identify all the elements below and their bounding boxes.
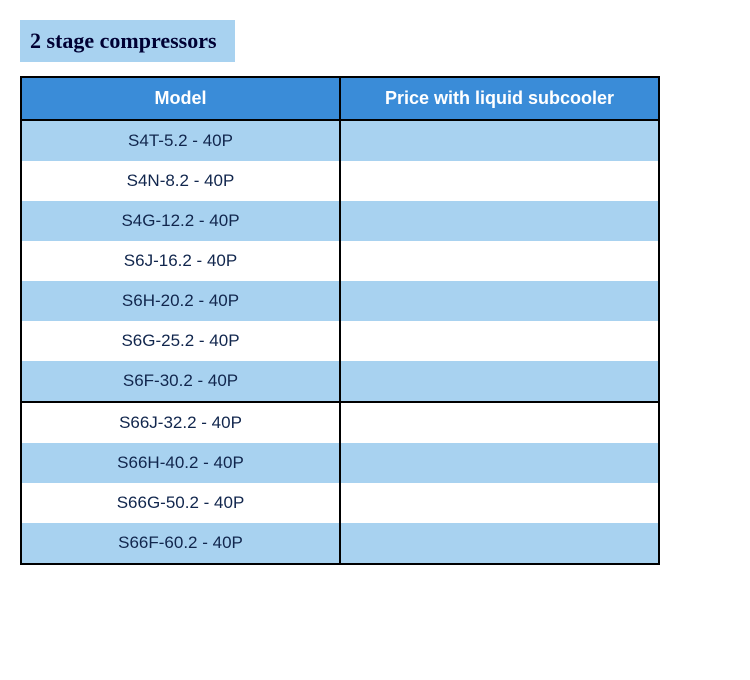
table-row: S6J-16.2 - 40P (21, 241, 659, 281)
table-row: S66G-50.2 - 40P (21, 483, 659, 523)
price-cell (340, 281, 659, 321)
model-cell: S66J-32.2 - 40P (21, 402, 340, 443)
model-cell: S4G-12.2 - 40P (21, 201, 340, 241)
price-cell (340, 402, 659, 443)
table-head: ModelPrice with liquid subcooler (21, 77, 659, 120)
price-cell (340, 443, 659, 483)
compressor-table: ModelPrice with liquid subcooler S4T-5.2… (20, 76, 660, 565)
table-row: S66H-40.2 - 40P (21, 443, 659, 483)
price-cell (340, 120, 659, 161)
model-cell: S66H-40.2 - 40P (21, 443, 340, 483)
model-cell: S6G-25.2 - 40P (21, 321, 340, 361)
table-row: S4N-8.2 - 40P (21, 161, 659, 201)
price-cell (340, 483, 659, 523)
model-cell: S66G-50.2 - 40P (21, 483, 340, 523)
price-cell (340, 241, 659, 281)
model-cell: S4T-5.2 - 40P (21, 120, 340, 161)
model-cell: S4N-8.2 - 40P (21, 161, 340, 201)
column-header: Model (21, 77, 340, 120)
price-cell (340, 201, 659, 241)
section-title: 2 stage compressors (20, 20, 235, 62)
table-row: S66F-60.2 - 40P (21, 523, 659, 564)
model-cell: S6J-16.2 - 40P (21, 241, 340, 281)
table-row: S6H-20.2 - 40P (21, 281, 659, 321)
price-cell (340, 161, 659, 201)
price-cell (340, 361, 659, 402)
table-row: S4G-12.2 - 40P (21, 201, 659, 241)
model-cell: S6H-20.2 - 40P (21, 281, 340, 321)
table-row: S6F-30.2 - 40P (21, 361, 659, 402)
price-cell (340, 523, 659, 564)
model-cell: S66F-60.2 - 40P (21, 523, 340, 564)
column-header: Price with liquid subcooler (340, 77, 659, 120)
model-cell: S6F-30.2 - 40P (21, 361, 340, 402)
table-row: S66J-32.2 - 40P (21, 402, 659, 443)
table-row: S6G-25.2 - 40P (21, 321, 659, 361)
price-cell (340, 321, 659, 361)
header-row: ModelPrice with liquid subcooler (21, 77, 659, 120)
compressor-table-wrap: ModelPrice with liquid subcooler S4T-5.2… (20, 76, 730, 565)
table-group: S4T-5.2 - 40PS4N-8.2 - 40PS4G-12.2 - 40P… (21, 120, 659, 402)
table-row: S4T-5.2 - 40P (21, 120, 659, 161)
table-group: S66J-32.2 - 40PS66H-40.2 - 40PS66G-50.2 … (21, 402, 659, 564)
